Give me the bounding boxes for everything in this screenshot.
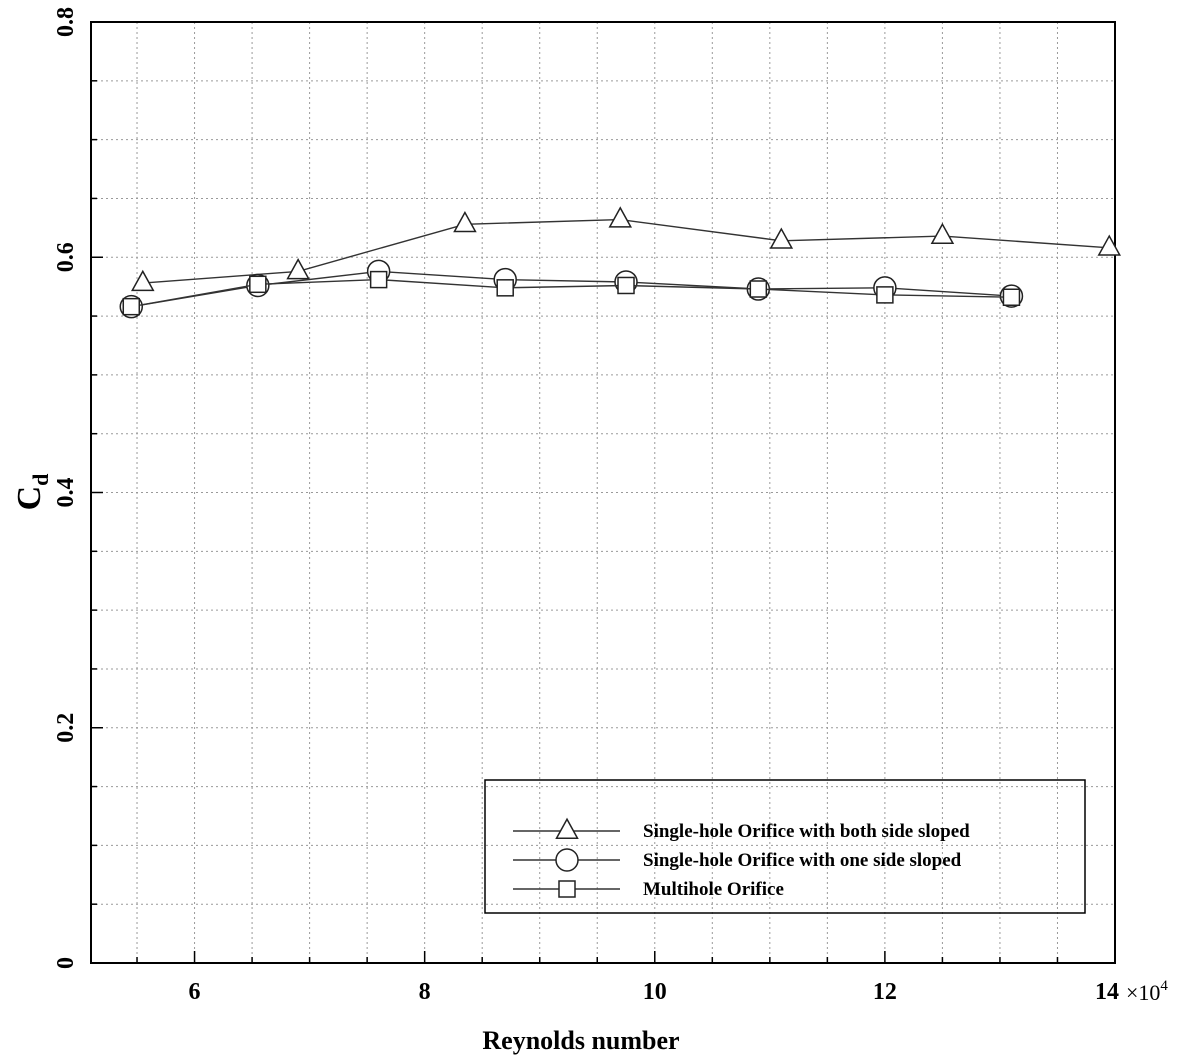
x-tick-label: 10 (643, 979, 667, 1005)
data-point-triangle (608, 206, 633, 228)
data-point-square (876, 286, 894, 304)
legend-label: Multihole Orifice (643, 879, 784, 900)
data-point-triangle (453, 210, 477, 233)
svg-text:Cd: Cd (11, 474, 53, 511)
grid (91, 22, 1115, 963)
data-point-triangle (769, 227, 794, 249)
data-point-square (122, 297, 141, 316)
data-point-triangle (1097, 234, 1122, 256)
y-tick-label: 0.4 (53, 478, 79, 508)
y-tick-label: 0.6 (53, 242, 79, 272)
x-tick-label: 6 (189, 979, 201, 1005)
x-tick-label: 8 (419, 979, 431, 1005)
data-point-square (496, 279, 514, 297)
legend-marker-triangle (555, 817, 579, 839)
legend: Single-hole Orifice with both side slope… (484, 779, 1086, 914)
y-tick-label: 0.2 (53, 713, 79, 743)
x-axis-multiplier: ×104 (1126, 978, 1168, 1005)
data-point-square (1002, 288, 1021, 306)
legend-marker-circle (555, 848, 579, 872)
series-square (122, 270, 1021, 316)
y-tick-label: 0 (53, 957, 79, 969)
x-tick-label: 12 (873, 979, 897, 1005)
legend-box (484, 779, 1086, 914)
legend-label: Single-hole Orifice with both side slope… (643, 821, 970, 842)
y-tick-label: 0.8 (53, 7, 79, 37)
data-point-square (249, 275, 267, 294)
axis-ticks: 6 8 10 12 14 0 0.2 0.4 0.6 0.8 (53, 7, 1119, 1005)
x-axis-title: Reynolds number (482, 1026, 679, 1055)
series-triangle (131, 206, 1122, 292)
data-point-triangle (930, 222, 955, 245)
legend-entry: Single-hole Orifice with both side slope… (513, 817, 970, 842)
x-multiplier-exponent: 4 (1160, 978, 1168, 994)
series-layer (119, 206, 1122, 319)
legend-marker-square (558, 880, 576, 898)
legend-entry: Single-hole Orifice with one side sloped (513, 848, 962, 872)
data-point-square (749, 280, 768, 298)
legend-entry: Multihole Orifice (513, 879, 784, 900)
x-multiplier-base: ×10 (1126, 980, 1160, 1005)
data-point-triangle (131, 269, 155, 292)
y-axis-title: Cd (11, 474, 53, 511)
series-line-square (131, 278, 1012, 308)
y-axis-title-subscript: d (28, 474, 53, 486)
legend-label: Single-hole Orifice with one side sloped (643, 850, 962, 871)
x-tick-label: 14 (1095, 979, 1119, 1005)
data-point-triangle (286, 258, 310, 280)
data-point-square (369, 270, 388, 289)
y-axis-title-main: C (11, 486, 48, 511)
data-point-square (617, 276, 635, 295)
